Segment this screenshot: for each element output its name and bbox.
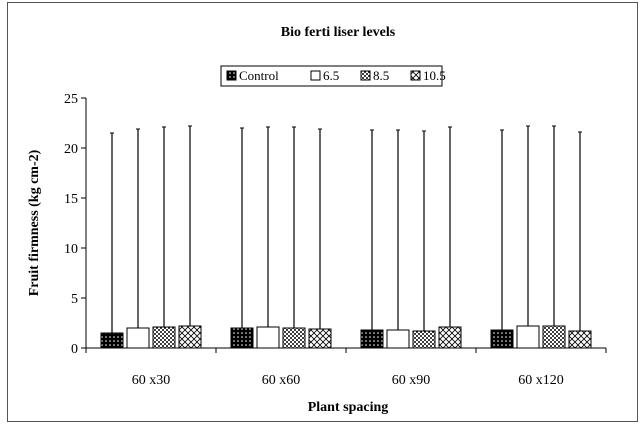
legend: Control 6.5 8.5 10.5 xyxy=(226,68,446,83)
legend-swatch xyxy=(410,70,421,81)
bar-10-5 xyxy=(308,328,332,349)
x-tick-label: 60 x90 xyxy=(392,373,431,388)
legend-label: 6.5 xyxy=(323,68,339,83)
y-tick-label: 0 xyxy=(71,342,78,357)
y-tick-label: 20 xyxy=(64,142,78,157)
bar-8-5 xyxy=(542,325,566,349)
x-tick-label: 60 x60 xyxy=(262,373,301,388)
bar-chart: Bio ferti liser levels Control 6.5 8.5 10.5… xyxy=(27,25,607,415)
bar-control xyxy=(100,332,124,349)
legend-box xyxy=(220,65,443,87)
chart-title: Bio ferti liser levels xyxy=(281,25,396,40)
error-bars xyxy=(110,125,582,333)
bar-6-5 xyxy=(516,325,540,349)
bar-10-5 xyxy=(178,325,202,349)
bar-6-5 xyxy=(126,327,150,349)
x-axis-title: Plant spacing xyxy=(308,400,389,415)
x-tick-label: 60 x30 xyxy=(132,373,171,388)
bar-6-5 xyxy=(386,329,410,349)
bars xyxy=(100,325,592,349)
bar-10-5 xyxy=(438,326,462,349)
y-tick-label: 25 xyxy=(64,92,78,107)
legend-swatch xyxy=(310,70,321,81)
bar-8-5 xyxy=(282,327,306,349)
y-axis-title: Fruit firmness (kg cm-2) xyxy=(27,149,42,296)
bar-8-5 xyxy=(412,330,436,349)
bar-control xyxy=(490,329,514,349)
y-tick-label: 5 xyxy=(71,292,78,307)
bar-10-5 xyxy=(568,330,592,349)
bar-8-5 xyxy=(152,326,176,349)
legend-label: 8.5 xyxy=(373,68,389,83)
legend-label: 10.5 xyxy=(423,68,446,83)
legend-swatch xyxy=(226,70,237,81)
x-ticks: 60 x30 60 x60 60 x90 60 x120 xyxy=(85,348,607,388)
legend-swatch xyxy=(360,70,371,81)
legend-label: Control xyxy=(239,68,279,83)
bar-control xyxy=(230,327,254,349)
bar-control xyxy=(360,329,384,349)
y-tick-label: 10 xyxy=(64,242,78,257)
chart-frame: Bio ferti liser levels Control 6.5 8.5 10.5… xyxy=(7,2,638,422)
y-tick-label: 15 xyxy=(64,192,78,207)
x-tick-label: 60 x120 xyxy=(518,373,564,388)
y-ticks: 0 5 10 15 20 25 xyxy=(64,92,86,357)
bar-6-5 xyxy=(256,326,280,349)
